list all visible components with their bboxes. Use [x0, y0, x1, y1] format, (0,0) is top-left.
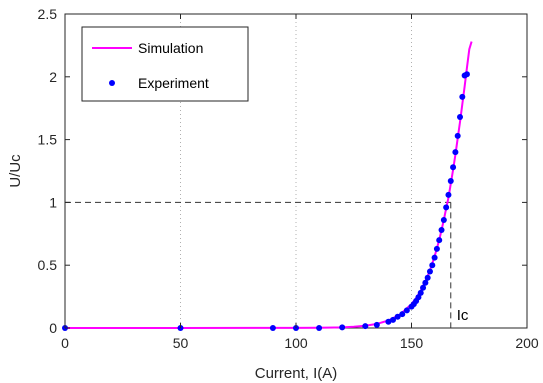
experiment-point [422, 279, 429, 286]
experiment-point [399, 311, 406, 318]
experiment-point [269, 325, 276, 331]
experiment-point [438, 227, 445, 234]
y-tick-label: 2 [49, 69, 57, 85]
legend-experiment-marker [109, 80, 115, 86]
experiment-point [362, 323, 369, 330]
experiment-point [447, 178, 454, 185]
experiment-point [463, 71, 470, 78]
y-tick-label: 1 [49, 194, 57, 210]
y-tick-label: 2.5 [38, 6, 58, 22]
legend: Simulation Experiment [81, 26, 249, 102]
experiment-point [429, 262, 436, 269]
experiment-point [394, 313, 401, 320]
x-tick-label: 0 [61, 335, 69, 351]
x-tick-label: 150 [400, 335, 424, 351]
y-tick-label: 0.5 [38, 257, 58, 273]
experiment-point [433, 245, 440, 252]
x-tick-label: 100 [284, 335, 308, 351]
axes: 0 50 100 150 200 0 0.5 1 1.5 2 2.5 [38, 6, 539, 351]
experiment-point [452, 149, 459, 156]
y-tick-label: 1.5 [38, 132, 58, 148]
experiment-point [420, 284, 427, 291]
experiment-point [457, 113, 464, 120]
experiment-point [450, 164, 457, 171]
x-axis-label: Current, I(A) [255, 365, 338, 382]
experiment-point [385, 318, 392, 325]
y-tick-label: 0 [49, 320, 57, 336]
experiment-point [431, 254, 438, 261]
legend-experiment-label: Experiment [138, 75, 209, 91]
experiment-point [454, 132, 461, 139]
experiment-series [62, 71, 470, 331]
legend-simulation-label: Simulation [138, 40, 203, 56]
experiment-point [373, 321, 380, 328]
experiment-point [445, 191, 452, 198]
experiment-point [424, 274, 431, 281]
experiment-point [426, 268, 433, 275]
x-tick-label: 200 [515, 335, 539, 351]
experiment-point [443, 204, 450, 211]
y-axis-label: U/Uc [7, 154, 24, 188]
reference-lines [65, 201, 452, 328]
experiment-point [339, 324, 346, 331]
experiment-point [459, 93, 466, 100]
experiment-point [316, 325, 323, 331]
x-tick-label: 50 [173, 335, 189, 351]
experiment-point [440, 216, 447, 223]
experiment-point [403, 307, 410, 314]
experiment-point [436, 237, 443, 244]
experiment-point [415, 294, 422, 301]
legend-box [81, 26, 249, 102]
experiment-point [390, 316, 397, 323]
experiment-point [417, 289, 424, 296]
ic-annotation: Ic [457, 307, 469, 324]
